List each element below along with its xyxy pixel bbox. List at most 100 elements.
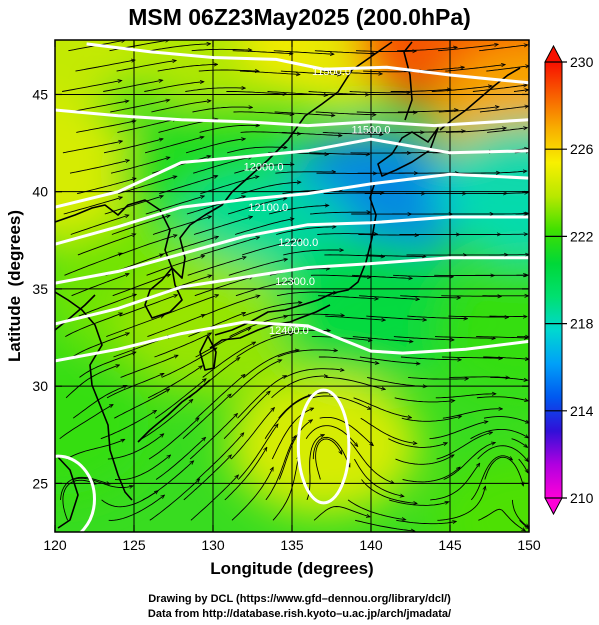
streamline bbox=[396, 519, 456, 525]
streamline bbox=[103, 80, 162, 92]
streamline bbox=[189, 414, 237, 460]
streamline bbox=[484, 456, 523, 485]
streamline bbox=[155, 438, 205, 480]
coastline-asia-south bbox=[55, 291, 133, 501]
streamline bbox=[480, 171, 527, 174]
contour-label: 12300.0 bbox=[275, 276, 315, 288]
coastline-taiwan bbox=[55, 454, 79, 529]
lat-lon-grid bbox=[55, 40, 529, 532]
x-tick-label: 135 bbox=[280, 537, 304, 553]
streamline bbox=[236, 334, 293, 358]
streamline bbox=[200, 237, 259, 256]
colorbar-label: 218 bbox=[570, 316, 594, 332]
streamline bbox=[309, 152, 369, 155]
streamline bbox=[75, 60, 135, 72]
streamline bbox=[400, 356, 461, 360]
streamline bbox=[100, 411, 156, 440]
colorbar-label: 226 bbox=[570, 141, 594, 157]
coastlines bbox=[55, 41, 521, 529]
streamline bbox=[264, 395, 312, 439]
streamline bbox=[276, 227, 335, 235]
contour-label: 11500.0 bbox=[352, 124, 391, 136]
colorbar-label: 210 bbox=[570, 490, 594, 506]
contour-line bbox=[55, 320, 529, 363]
streamline bbox=[310, 212, 370, 215]
streamline bbox=[187, 257, 246, 276]
streamline bbox=[159, 237, 218, 256]
y-axis-ticks: 25 30 35 40 45 bbox=[32, 86, 529, 491]
streamline bbox=[69, 160, 129, 174]
coastline-korea bbox=[144, 267, 183, 319]
streamline bbox=[234, 164, 293, 174]
streamline bbox=[228, 259, 287, 276]
streamline bbox=[445, 65, 504, 72]
streamline bbox=[118, 235, 177, 256]
streamline bbox=[237, 376, 286, 419]
x-tick-label: 140 bbox=[359, 537, 383, 553]
chart-title: MSM 06Z23May2025 (200.0hPa) bbox=[128, 4, 471, 30]
streamline bbox=[230, 408, 274, 460]
credit-data: Data from http://database.rish.kyoto–u.a… bbox=[147, 608, 452, 620]
streamline bbox=[275, 172, 335, 173]
streamline bbox=[192, 107, 253, 113]
streamline bbox=[66, 440, 124, 460]
streamline bbox=[395, 455, 454, 465]
streamline bbox=[71, 274, 129, 297]
x-axis-ticks: 120 125 130 135 140 145 150 bbox=[43, 40, 541, 553]
colorbar-label: 222 bbox=[570, 228, 594, 244]
streamline bbox=[108, 495, 164, 521]
streamline bbox=[443, 443, 495, 480]
streamline bbox=[196, 375, 244, 419]
streamline bbox=[430, 464, 479, 501]
streamline bbox=[472, 85, 527, 92]
streamline bbox=[157, 64, 217, 72]
streamline bbox=[76, 121, 135, 133]
coastline-kyushu bbox=[199, 335, 217, 371]
y-tick-label: 25 bbox=[32, 475, 48, 491]
coastline-ryukyu bbox=[137, 379, 211, 443]
contour-line bbox=[55, 137, 529, 209]
streamline bbox=[448, 316, 508, 317]
streamline bbox=[224, 448, 267, 501]
streamline bbox=[59, 405, 113, 440]
streamline bbox=[60, 476, 110, 500]
y-tick-label: 30 bbox=[32, 378, 48, 394]
streamline bbox=[196, 433, 243, 480]
streamline bbox=[155, 379, 206, 419]
x-tick-label: 150 bbox=[517, 537, 541, 553]
streamline bbox=[312, 395, 371, 409]
streamline bbox=[107, 434, 163, 460]
streamline bbox=[278, 393, 333, 419]
streamline bbox=[356, 112, 417, 113]
streamline bbox=[151, 101, 210, 113]
streamline bbox=[490, 376, 527, 380]
streamline bbox=[325, 376, 385, 389]
streamline bbox=[118, 176, 176, 195]
streamline bbox=[436, 432, 492, 460]
colorbar-label: 230 bbox=[570, 54, 594, 70]
streamline bbox=[72, 333, 128, 358]
streamline bbox=[401, 416, 461, 422]
streamline bbox=[185, 88, 245, 92]
streamline bbox=[408, 377, 468, 379]
streamline bbox=[483, 356, 528, 359]
contour-label: 12200.0 bbox=[278, 237, 318, 249]
field-sample bbox=[434, 452, 529, 532]
streamline bbox=[72, 386, 126, 419]
streamline bbox=[359, 356, 420, 364]
streamline bbox=[194, 277, 253, 297]
streamline bbox=[148, 366, 202, 399]
streamline bbox=[62, 141, 122, 154]
streamline bbox=[313, 506, 370, 521]
streamline bbox=[397, 47, 457, 52]
streamline bbox=[111, 216, 170, 235]
x-tick-label: 125 bbox=[122, 537, 146, 553]
coastline-china-east bbox=[55, 294, 96, 331]
field-sample bbox=[434, 257, 529, 398]
streamline bbox=[389, 499, 448, 506]
streamline bbox=[146, 256, 205, 276]
streamline bbox=[237, 424, 277, 480]
streamline bbox=[365, 255, 426, 257]
closed-contour bbox=[55, 454, 96, 532]
contour-labels: 11500.0 11500.0 12000.0 12100.0 12200.0 12300… bbox=[244, 66, 391, 337]
